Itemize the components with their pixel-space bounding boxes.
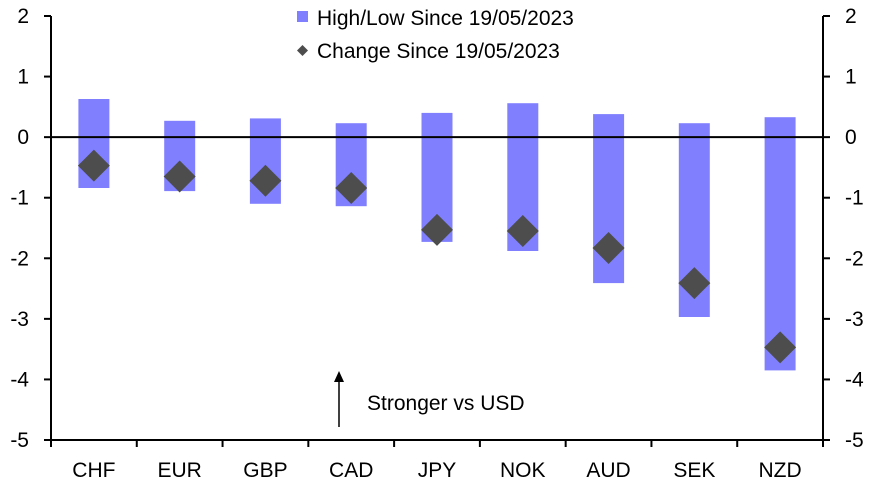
legend: High/Low Since 19/05/2023 Change Since 1… [297,7,574,63]
y-tick-label-left: -4 [10,368,29,391]
marker-change-nzd [764,331,797,364]
y-tick-label-left: -2 [10,247,29,270]
legend-label-change: Change Since 19/05/2023 [317,40,560,63]
y-tick-label-right: -2 [845,247,864,270]
x-tick-label-nok: NOK [500,459,546,482]
marker-change-aud [592,231,625,264]
y-tick-label-right: -3 [845,308,864,331]
x-tick-label-jpy: JPY [418,459,457,482]
y-tick-label-left: -1 [10,187,29,210]
marker-change-chf [77,149,110,182]
legend-label-high-low: High/Low Since 19/05/2023 [317,7,574,30]
annotation-stronger-vs-usd: Stronger vs USD [334,371,525,427]
x-tick-label-eur: EUR [157,459,201,482]
x-tick-label-gbp: GBP [243,459,287,482]
y-tick-label-right: 0 [845,126,857,149]
legend-swatch-high-low [297,11,308,22]
y-tick-label-right: -1 [845,187,864,210]
x-tick-label-sek: SEK [673,459,715,482]
marker-change-sek [678,267,711,300]
bar-high-low-nzd [764,117,796,371]
axes-layer [44,15,830,447]
x-tick-label-nzd: NZD [759,459,802,482]
y-tick-label-right: -5 [845,429,864,452]
x-tick-label-cad: CAD [329,459,373,482]
marker-change-eur [163,160,196,193]
tick-labels-layer: 2 2 1 1 0 0 -1 -1 -2 -2 -3 -3 -4 -4 -5 -5 CHF EUR GBP CAD JP… [10,5,864,482]
annotation-arrow-head-icon [334,371,344,382]
y-tick-label-left: -3 [10,308,29,331]
marker-change-cad [335,172,368,205]
marker-change-nok [506,215,539,248]
y-tick-label-left: 0 [17,126,29,149]
y-tick-label-left: 1 [17,66,29,89]
y-tick-label-left: -5 [10,429,29,452]
y-tick-label-right: 2 [845,5,857,28]
y-tick-label-left: 2 [17,5,29,28]
marker-change-gbp [249,164,282,197]
y-tick-label-right: 1 [845,66,857,89]
markers-layer [77,149,797,364]
y-tick-label-right: -4 [845,368,864,391]
x-tick-label-chf: CHF [72,459,115,482]
x-tick-label-aud: AUD [586,459,630,482]
legend-swatch-change-diamond [297,45,308,56]
annotation-text: Stronger vs USD [367,392,525,415]
marker-change-jpy [421,213,453,246]
